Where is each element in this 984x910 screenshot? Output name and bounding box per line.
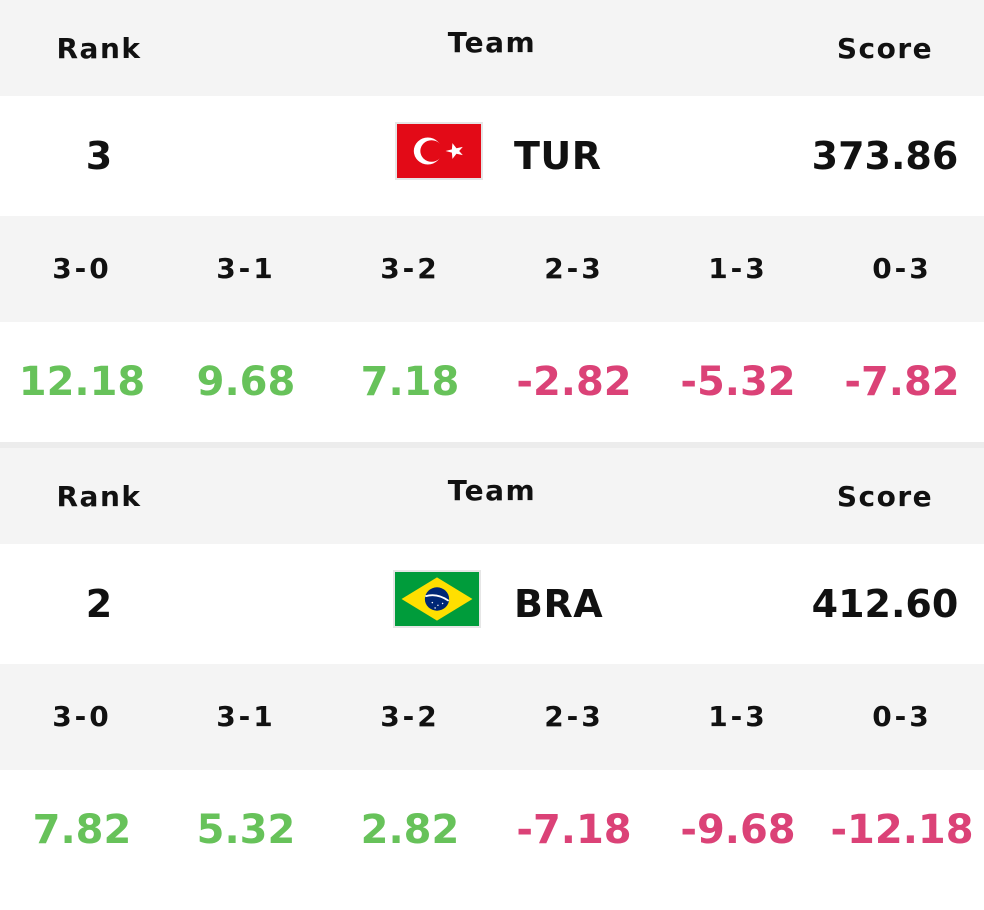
outcome-label: 1-3 <box>708 700 768 733</box>
rank-header: Rank <box>56 480 142 513</box>
rank-value: 3 <box>85 134 113 178</box>
score-header: Score <box>836 480 934 513</box>
team-code: BRA <box>514 582 604 626</box>
points-row: 12.18 9.68 7.18 -2.82 -5.32 -7.82 <box>0 322 984 442</box>
points-value: 5.32 <box>196 807 296 853</box>
points-value: 7.82 <box>32 807 132 853</box>
points-value: 9.68 <box>196 359 296 405</box>
team-code: TUR <box>514 134 602 178</box>
outcome-label: 1-3 <box>708 252 768 285</box>
team-block: Rank Team Score 3 TUR 373.86 3-0 3-1 3-2… <box>0 0 984 442</box>
outcome-label: 3-0 <box>52 700 112 733</box>
turkey-flag-icon <box>395 122 483 180</box>
team-header: Team <box>447 474 537 507</box>
outcome-label: 3-1 <box>216 252 276 285</box>
team-row: 3 TUR 373.86 <box>0 96 984 216</box>
points-value: 2.82 <box>360 807 460 853</box>
table-header: Rank Team Score <box>0 448 984 544</box>
outcome-label: 3-1 <box>216 700 276 733</box>
points-value: -2.82 <box>516 359 632 405</box>
team-header: Team <box>447 26 537 59</box>
points-row: 7.82 5.32 2.82 -7.18 -9.68 -12.18 <box>0 770 984 890</box>
outcome-label: 2-3 <box>544 700 604 733</box>
table-header: Rank Team Score <box>0 0 984 96</box>
outcome-label: 3-2 <box>380 252 440 285</box>
outcome-label: 0-3 <box>872 700 932 733</box>
points-value: -12.18 <box>830 807 974 853</box>
brazil-flag-icon <box>393 570 481 628</box>
outcome-header-row: 3-0 3-1 3-2 2-3 1-3 0-3 <box>0 664 984 770</box>
team-block: Rank Team Score 2 BRA 412.60 <box>0 442 984 890</box>
points-value: -7.82 <box>844 359 960 405</box>
outcome-label: 3-2 <box>380 700 440 733</box>
outcome-label: 0-3 <box>872 252 932 285</box>
outcome-label: 3-0 <box>52 252 112 285</box>
points-value: 7.18 <box>360 359 460 405</box>
points-value: 12.18 <box>18 359 146 405</box>
outcome-label: 2-3 <box>544 252 604 285</box>
score-value: 373.86 <box>811 134 959 178</box>
points-value: -7.18 <box>516 807 632 853</box>
score-value: 412.60 <box>811 582 959 626</box>
points-value: -5.32 <box>680 359 796 405</box>
outcome-header-row: 3-0 3-1 3-2 2-3 1-3 0-3 <box>0 216 984 322</box>
points-value: -9.68 <box>680 807 796 853</box>
rank-header: Rank <box>56 32 142 65</box>
team-row: 2 BRA 412.60 <box>0 544 984 664</box>
rank-value: 2 <box>85 582 113 626</box>
score-header: Score <box>836 32 934 65</box>
